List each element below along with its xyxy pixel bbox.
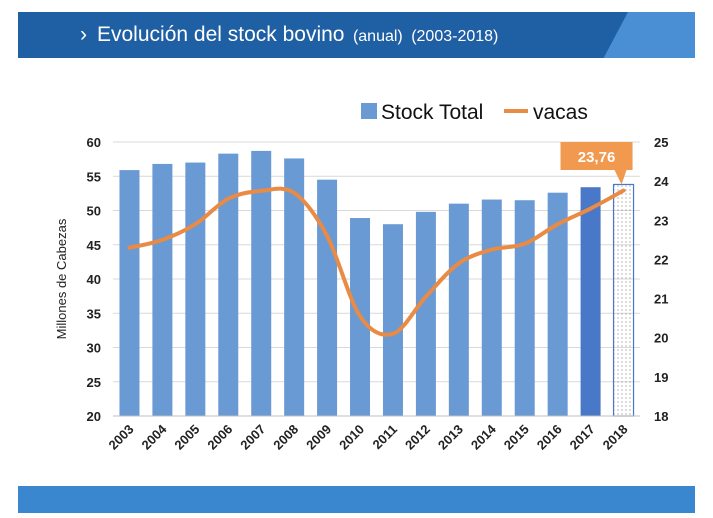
bar [580, 187, 601, 416]
x-tick-label: 2014 [468, 421, 500, 453]
x-tick-label: 2006 [204, 422, 235, 453]
chevron-right-icon: › [80, 23, 87, 46]
y-tick-label: 40 [87, 272, 101, 287]
x-tick-label: 2012 [402, 422, 433, 453]
x-tick-label: 2018 [600, 422, 631, 453]
x-tick-label: 2010 [336, 422, 367, 453]
callout-label: 23,76 [578, 149, 616, 166]
x-tick-label: 2007 [237, 422, 268, 453]
bar [317, 179, 338, 416]
y-tick-label: 35 [87, 306, 101, 321]
bar [415, 211, 436, 416]
title-period: (anual) [352, 28, 403, 45]
page-title: Evolución del stock bovino [97, 23, 345, 46]
y2-tick-label: 19 [654, 370, 668, 385]
bar [481, 199, 502, 416]
header-banner [18, 12, 628, 58]
x-tick-label: 2005 [171, 422, 202, 453]
x-tick-label: 2009 [303, 422, 334, 453]
x-tick-label: 2003 [106, 422, 137, 453]
y2-tick-label: 21 [654, 292, 668, 307]
header-title-group: › Evolución del stock bovino (anual) (200… [80, 23, 498, 47]
legend-label-vacas: vacas [533, 101, 588, 124]
y2-tick-label: 25 [654, 135, 668, 150]
y2-tick-label: 22 [654, 252, 668, 267]
bar [119, 170, 140, 416]
y-tick-label: 55 [87, 169, 101, 184]
x-tick-label: 2008 [270, 422, 301, 453]
x-tick-label: 2017 [567, 422, 598, 453]
callout-pointer [614, 170, 627, 185]
bar [448, 203, 469, 416]
bar [382, 224, 403, 416]
y2-tick-label: 24 [654, 174, 669, 189]
bar [284, 158, 305, 416]
bar [218, 153, 239, 416]
y2-tick-label: 20 [654, 331, 668, 346]
bar [514, 200, 535, 416]
callout-box [560, 142, 633, 170]
y-tick-label: 50 [87, 204, 101, 219]
y-tick-label: 60 [87, 135, 101, 150]
x-tick-label: 2004 [138, 421, 170, 453]
legend-swatch-bar [361, 103, 377, 119]
x-tick-label: 2011 [370, 422, 401, 453]
title-years: (2003-2018) [411, 28, 499, 45]
x-tick-label: 2015 [501, 422, 532, 453]
legend-label-stock: Stock Total [381, 101, 483, 124]
x-tick-label: 2013 [435, 422, 466, 453]
y2-tick-label: 23 [654, 213, 668, 228]
bar [251, 150, 272, 416]
bar [152, 163, 173, 416]
y2-tick-label: 18 [654, 409, 668, 424]
y-axis-label: Millones de Cabezas [54, 218, 69, 339]
bar-projected [612, 183, 635, 417]
y-tick-label: 30 [87, 341, 101, 356]
footer-bar [18, 486, 695, 513]
x-tick-label: 2016 [534, 422, 565, 453]
bar [185, 162, 206, 416]
bar [547, 192, 568, 416]
y-tick-label: 20 [87, 409, 101, 424]
y-tick-label: 25 [87, 375, 101, 390]
line-vacas [127, 186, 626, 337]
y-tick-label: 45 [87, 238, 101, 253]
